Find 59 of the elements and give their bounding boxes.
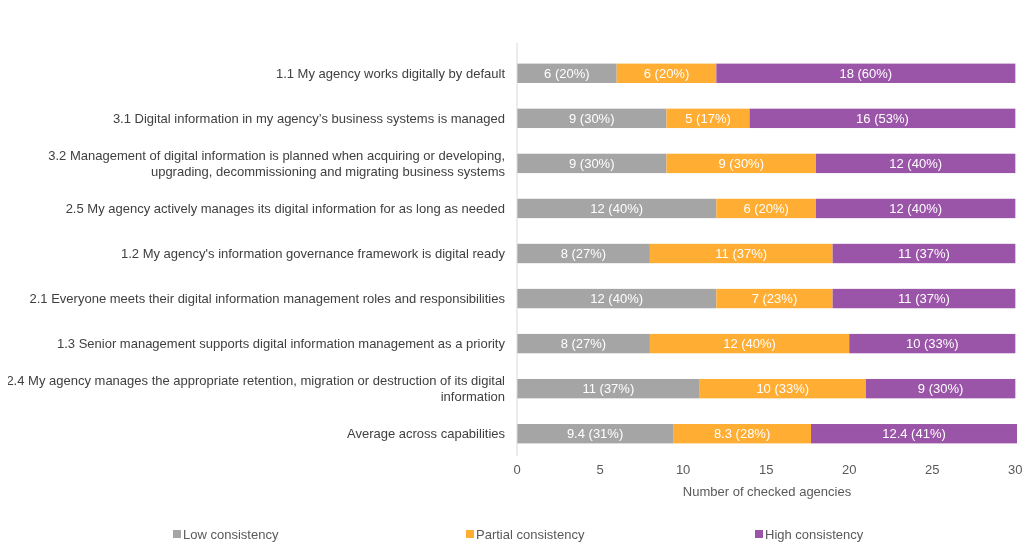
data-label: 12 (40%)	[723, 336, 776, 352]
data-label: 9 (30%)	[718, 155, 765, 171]
bar	[517, 198, 717, 219]
y-tick-label: 2.4 My agency manages the appropriate retention, migration or destruction of its digital information	[6, 373, 506, 405]
data-label: 12 (40%)	[590, 291, 644, 307]
data-label: 10 (33%)	[905, 336, 959, 352]
data-label: 18 (60%)	[839, 65, 893, 81]
x-tick-label: 25	[925, 462, 940, 477]
y-tick-label: 2.5 My agency actively manages its digital information for as long as needed	[65, 201, 505, 216]
data-label: 6 (20%)	[743, 201, 789, 216]
x-axis-title: Number of checked agencies	[682, 484, 852, 499]
data-label: 9 (30%)	[917, 381, 964, 397]
bar	[517, 378, 700, 399]
data-label: 10 (33%)	[756, 381, 810, 397]
bar	[716, 63, 1016, 83]
legend-label: High consistency	[765, 527, 864, 542]
data-label: 8 (27%)	[560, 336, 607, 352]
data-label: 8 (27%)	[560, 246, 607, 262]
bar	[832, 243, 1016, 264]
x-tick-label: 0	[513, 462, 521, 477]
x-tick-label: 20	[841, 462, 857, 477]
y-tick-label: Average across capabilities	[346, 426, 506, 442]
x-tick-label: 10	[675, 462, 691, 477]
y-tick-label: 1.1 My agency works digitally by default	[275, 65, 506, 81]
bar	[816, 198, 1016, 219]
data-label: 16 (53%)	[856, 110, 909, 126]
bar	[649, 333, 850, 354]
y-tick-label: 1.2 My agency's information governance framework is digital ready	[121, 246, 506, 262]
data-label: 9 (30%)	[568, 155, 615, 171]
data-label: 11 (37%)	[715, 246, 768, 262]
data-label: 9.4 (31%)	[566, 426, 624, 442]
data-label: 11 (37%)	[898, 246, 950, 262]
bar	[517, 288, 717, 309]
bar	[811, 424, 1017, 444]
legend-label: Partial consistency	[476, 527, 585, 542]
y-tick-label: 2.1 Everyone meets their digital information management roles and responsibilities	[29, 291, 506, 307]
data-label: 7 (23%)	[751, 291, 798, 307]
x-tick-label: 30	[1008, 462, 1023, 477]
data-label: 6 (20%)	[544, 65, 590, 81]
data-label: 12 (40%)	[889, 201, 943, 216]
x-tick-label: 15	[758, 462, 774, 477]
data-label: 11 (37%)	[898, 291, 950, 307]
data-label: 5 (17%)	[685, 110, 731, 126]
bar	[816, 153, 1016, 174]
bar	[749, 108, 1016, 129]
x-tick-label: 5	[596, 462, 604, 477]
y-tick-label: 1.3 Senior management supports digital information management as a priority	[56, 336, 506, 352]
data-label: 12 (40%)	[590, 201, 644, 216]
legend-label: Low consistency	[183, 527, 279, 542]
bar	[832, 288, 1016, 309]
data-label: 6 (20%)	[643, 65, 690, 81]
bar	[649, 243, 833, 264]
y-tick-label: 3.1 Digital information in my agency’s business systems is managed	[112, 110, 505, 126]
y-tick-label: 3.2 Management of digital information is planned when acquiring or developing, upgrading, decommissioning and migrating business systems	[48, 147, 506, 179]
data-label: 12 (40%)	[889, 155, 943, 171]
data-label: 8.3 (28%)	[713, 426, 771, 442]
data-label: 11 (37%)	[582, 381, 635, 397]
data-label: 12.4 (41%)	[882, 426, 946, 442]
data-label: 9 (30%)	[568, 110, 615, 126]
